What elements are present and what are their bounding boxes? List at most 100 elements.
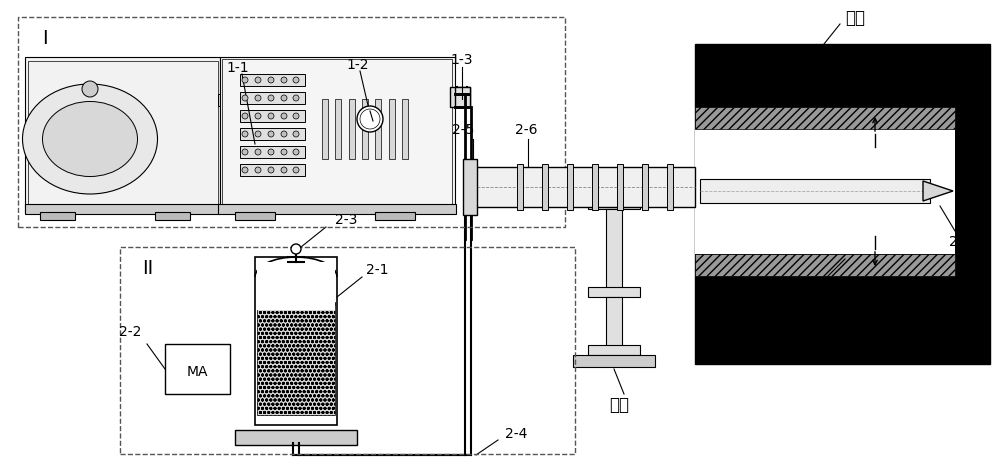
Circle shape — [293, 131, 299, 138]
Circle shape — [281, 150, 287, 156]
Circle shape — [82, 82, 98, 98]
Circle shape — [255, 114, 261, 120]
Bar — [450, 88, 470, 108]
Bar — [517, 165, 523, 211]
Circle shape — [255, 150, 261, 156]
Bar — [588, 288, 640, 297]
Circle shape — [242, 96, 248, 102]
Bar — [40, 213, 75, 220]
Bar — [322, 100, 328, 160]
Bar — [455, 88, 470, 108]
Bar — [240, 75, 305, 87]
Bar — [695, 255, 955, 276]
Bar — [120, 247, 575, 454]
Text: 钻机: 钻机 — [609, 395, 629, 413]
Bar — [375, 213, 415, 220]
Text: I: I — [42, 28, 48, 47]
Bar — [18, 18, 565, 227]
Text: 2-3: 2-3 — [335, 213, 357, 226]
Text: 2-4: 2-4 — [505, 426, 527, 440]
Ellipse shape — [23, 85, 158, 194]
Text: 2-7: 2-7 — [784, 292, 806, 307]
Bar — [255, 257, 337, 425]
Bar — [617, 165, 623, 211]
Text: 1-2: 1-2 — [347, 58, 369, 72]
Bar — [606, 210, 622, 289]
Text: 2-6: 2-6 — [515, 123, 537, 137]
Bar — [567, 165, 573, 211]
Bar — [573, 355, 655, 367]
Bar — [667, 165, 673, 211]
Circle shape — [268, 168, 274, 174]
Text: 1-1: 1-1 — [227, 61, 249, 75]
Circle shape — [255, 168, 261, 174]
Bar — [257, 302, 335, 415]
Circle shape — [281, 96, 287, 102]
Text: 2-1: 2-1 — [366, 263, 388, 276]
Text: II: II — [142, 258, 154, 277]
Bar — [218, 205, 456, 214]
Bar — [592, 165, 598, 211]
Circle shape — [268, 78, 274, 84]
Circle shape — [293, 150, 299, 156]
Circle shape — [281, 131, 287, 138]
Bar — [28, 62, 218, 210]
Bar — [349, 100, 355, 160]
Circle shape — [357, 107, 383, 133]
Bar — [542, 165, 548, 211]
Bar — [25, 58, 220, 213]
Circle shape — [268, 96, 274, 102]
Circle shape — [242, 168, 248, 174]
Bar — [606, 297, 622, 347]
Circle shape — [268, 131, 274, 138]
Circle shape — [268, 114, 274, 120]
Bar — [588, 345, 640, 355]
Bar — [375, 100, 381, 160]
Circle shape — [281, 168, 287, 174]
Bar — [695, 108, 955, 130]
Circle shape — [281, 114, 287, 120]
Circle shape — [291, 244, 301, 255]
Bar — [468, 168, 695, 207]
Bar — [588, 200, 640, 210]
Circle shape — [242, 131, 248, 138]
Bar — [240, 129, 305, 141]
Bar — [220, 58, 455, 213]
Bar — [218, 95, 226, 107]
Bar — [335, 100, 341, 160]
Text: 2-5: 2-5 — [452, 123, 474, 137]
Circle shape — [293, 96, 299, 102]
Bar — [463, 160, 477, 216]
Circle shape — [360, 110, 380, 130]
Circle shape — [255, 96, 261, 102]
Bar — [700, 180, 930, 204]
Circle shape — [268, 150, 274, 156]
Bar — [240, 147, 305, 159]
Bar — [235, 430, 357, 445]
Bar — [155, 213, 190, 220]
Ellipse shape — [43, 102, 138, 177]
Bar — [240, 165, 305, 176]
Text: 煤层: 煤层 — [965, 211, 985, 229]
Bar — [695, 45, 990, 364]
Circle shape — [242, 78, 248, 84]
Bar — [257, 263, 335, 310]
Circle shape — [242, 150, 248, 156]
Circle shape — [293, 114, 299, 120]
Text: 1-3: 1-3 — [451, 53, 473, 67]
Circle shape — [281, 78, 287, 84]
Bar — [695, 130, 955, 255]
Bar — [240, 111, 305, 123]
Bar — [222, 60, 452, 210]
Bar — [642, 165, 648, 211]
Bar — [25, 205, 220, 214]
Circle shape — [255, 78, 261, 84]
Text: 2-8: 2-8 — [949, 234, 971, 249]
Circle shape — [293, 78, 299, 84]
Text: 钻孔: 钻孔 — [845, 9, 865, 27]
Text: MA: MA — [186, 364, 208, 378]
Text: 2-2: 2-2 — [119, 324, 141, 338]
Bar — [165, 344, 230, 394]
Bar — [235, 213, 275, 220]
Bar — [402, 100, 408, 160]
